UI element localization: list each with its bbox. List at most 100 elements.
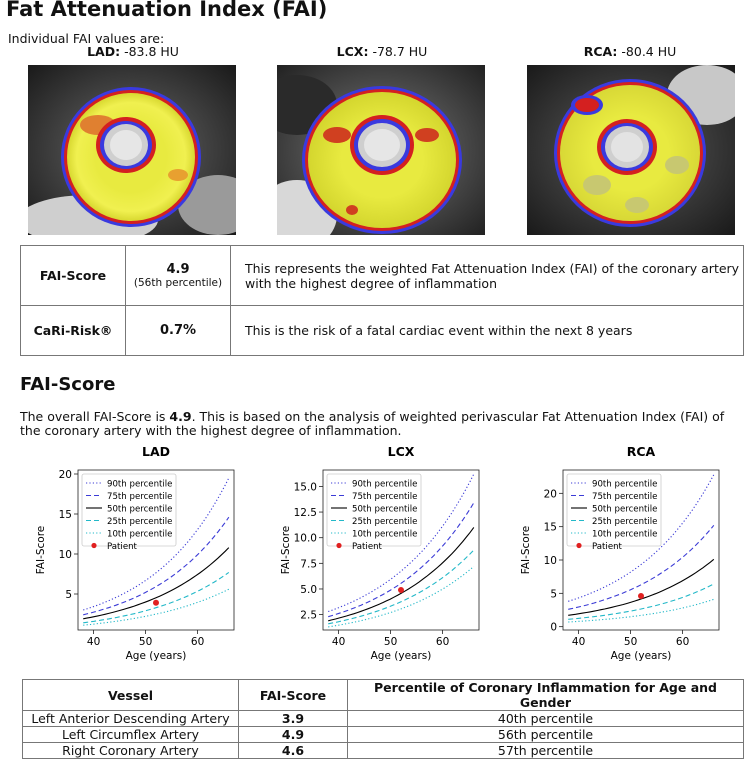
- legend-patient-marker: [91, 542, 97, 549]
- patient-point: [398, 587, 404, 593]
- series-line: [83, 516, 230, 616]
- legend-label: 50th percentile: [592, 504, 657, 514]
- x-tick-label: 50: [139, 636, 152, 648]
- legend-box: [81, 473, 177, 547]
- x-tick-label: 50: [384, 636, 397, 648]
- legend-patient-marker: [576, 542, 582, 549]
- rca-cross-section-image: [527, 65, 735, 235]
- legend-label: Patient: [107, 542, 138, 552]
- score-cell: 3.9: [238, 710, 348, 727]
- y-tick-label: 7.5: [300, 558, 317, 570]
- summary-subvalue: (56th percentile): [133, 277, 223, 289]
- page-title: Fat Attenuation Index (FAI): [6, 0, 328, 21]
- series-line: [83, 571, 230, 624]
- percentile-cell: 56th percentile: [347, 726, 744, 743]
- legend-label: Patient: [592, 542, 623, 552]
- vessel-name: RCA:: [583, 44, 618, 59]
- y-tick-label: 15: [544, 522, 557, 534]
- summary-value-cell: 0.7%: [125, 305, 231, 356]
- summary-table: FAI-Score 4.9 (56th percentile) This rep…: [20, 245, 744, 356]
- series-line: [328, 549, 475, 625]
- vessel-cell: Left Circumflex Artery: [22, 726, 239, 743]
- series-line: [328, 565, 475, 628]
- score-cell: 4.6: [238, 742, 348, 759]
- lcx-percentile-chart: LCX 40 50 60 2.5 5.0 7.5 10.0 12.5 15.0 Age (years…: [280, 444, 480, 662]
- table-row: Left Circumflex Artery 4.9 56th percenti…: [22, 726, 744, 743]
- y-tick-label: 10.0: [294, 533, 317, 545]
- x-axis-label: Age (years): [126, 650, 187, 662]
- overall-score: 4.9: [169, 409, 192, 424]
- legend-box: [566, 473, 662, 547]
- series-line: [83, 547, 230, 620]
- legend-label: Patient: [352, 542, 383, 552]
- y-tick-label: 5: [550, 588, 557, 600]
- y-tick-label: 12.5: [294, 507, 317, 519]
- summary-description: This represents the weighted Fat Attenua…: [230, 245, 744, 306]
- plot-frame: [322, 469, 480, 631]
- y-tick-label: 20: [59, 469, 72, 481]
- legend-label: 75th percentile: [592, 492, 657, 502]
- table-row: FAI-Score 4.9 (56th percentile) This rep…: [20, 245, 744, 306]
- vessel-label-rca: RCA: -80.4 HU: [525, 44, 735, 59]
- series-line: [328, 527, 475, 622]
- legend-label: 50th percentile: [107, 504, 172, 514]
- table-row: CaRi-Risk® 0.7% This is the risk of a fa…: [20, 305, 744, 356]
- series-line: [568, 583, 715, 620]
- percentile-cell: 40th percentile: [347, 710, 744, 727]
- y-tick-label: 15.0: [294, 481, 317, 493]
- series-line: [568, 524, 715, 610]
- summary-description: This is the risk of a fatal cardiac even…: [230, 305, 744, 356]
- series-line: [83, 588, 230, 626]
- legend-label: 10th percentile: [107, 529, 172, 539]
- plot-frame: [562, 469, 720, 631]
- x-tick-label: 60: [191, 636, 204, 648]
- x-tick-label: 40: [572, 636, 585, 648]
- series-line: [83, 477, 230, 611]
- column-header: FAI-Score: [238, 679, 348, 711]
- overall-text-pre: The overall FAI-Score is: [20, 409, 170, 424]
- plot-frame: [77, 469, 235, 631]
- y-tick-label: 5: [65, 589, 72, 601]
- legend-label: 90th percentile: [107, 479, 172, 489]
- overall-paragraph: The overall FAI-Score is 4.9. This is ba…: [20, 410, 742, 438]
- vessel-hu: -78.7 HU: [372, 44, 428, 59]
- y-tick-label: 2.5: [300, 610, 317, 622]
- legend-label: 75th percentile: [107, 492, 172, 502]
- series-line: [328, 473, 475, 613]
- y-axis-label: FAI-Score: [520, 526, 532, 575]
- y-tick-label: 5.0: [300, 584, 317, 596]
- y-tick-label: 10: [544, 555, 557, 567]
- legend-label: 50th percentile: [352, 504, 417, 514]
- lad-percentile-chart: LAD 40 50 60 5 10 15 20 Age (years) FAI-Score 90th…: [35, 444, 235, 662]
- x-axis-label: Age (years): [371, 650, 432, 662]
- y-axis-label: FAI-Score: [280, 526, 292, 575]
- y-tick-label: 10: [59, 549, 72, 561]
- legend-label: 10th percentile: [592, 529, 657, 539]
- summary-value-cell: 4.9 (56th percentile): [125, 245, 231, 306]
- vessel-name: LCX:: [336, 44, 369, 59]
- y-tick-label: 0: [550, 622, 557, 634]
- summary-label: FAI-Score: [20, 245, 126, 306]
- vessel-hu: -80.4 HU: [621, 44, 677, 59]
- score-cell: 4.9: [238, 726, 348, 743]
- series-line: [568, 598, 714, 623]
- legend-label: 25th percentile: [352, 517, 417, 527]
- rca-percentile-chart: RCA 40 50 60 0 5 10 15 20 Age (years) FAI-Score 90t…: [520, 444, 720, 662]
- patient-point: [153, 599, 159, 606]
- lad-cross-section-image: [28, 65, 236, 235]
- legend-patient-marker: [336, 542, 342, 549]
- x-axis-label: Age (years): [611, 650, 672, 662]
- lcx-cross-section-image: [277, 65, 485, 235]
- table-header-row: Vessel FAI-Score Percentile of Coronary …: [22, 679, 744, 711]
- vessel-hu: -83.8 HU: [124, 44, 179, 59]
- vessel-label-lad: LAD: -83.8 HU: [28, 44, 238, 59]
- intro-text: Individual FAI values are:: [8, 31, 165, 46]
- legend-box: [326, 473, 422, 547]
- legend-label: 75th percentile: [352, 492, 417, 502]
- chart-title: LAD: [142, 444, 170, 459]
- vessel-cell: Right Coronary Artery: [22, 742, 239, 759]
- series-line: [568, 558, 715, 616]
- y-tick-label: 15: [59, 509, 72, 521]
- x-tick-label: 50: [624, 636, 637, 648]
- y-axis-label: FAI-Score: [35, 526, 47, 575]
